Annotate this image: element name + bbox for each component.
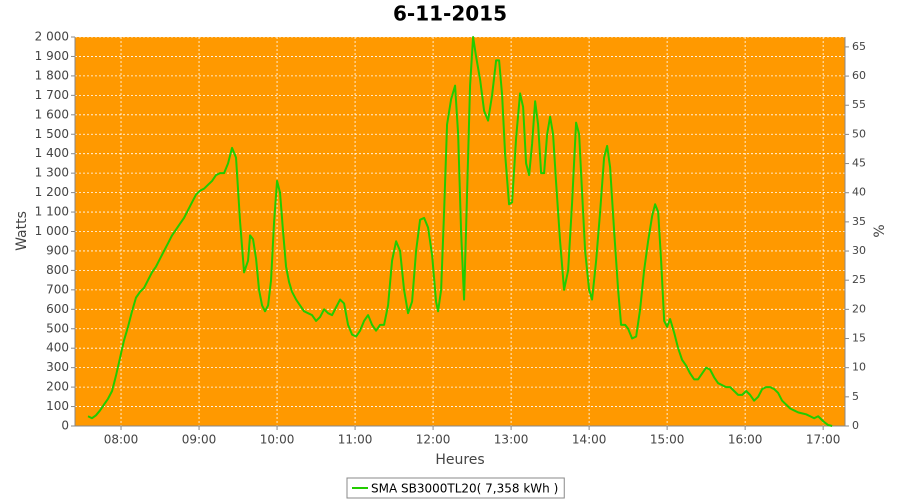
y-tick-label: 900 (46, 243, 69, 257)
y-tick-label: 600 (46, 302, 69, 316)
x-tick-label: 12:00 (416, 433, 451, 447)
x-tick-label: 13:00 (494, 433, 529, 447)
y-tick-label: 1 500 (35, 127, 69, 141)
y-tick-label: 700 (46, 282, 69, 296)
y-tick-label: 1 800 (35, 68, 69, 82)
x-tick-label: 17:00 (806, 433, 841, 447)
y-tick-label: 1 100 (35, 205, 69, 219)
y-tick-label: 1 700 (35, 88, 69, 102)
y-tick-label: 1 000 (35, 224, 69, 238)
y-tick-label: 1 600 (35, 107, 69, 121)
x-tick-label: 16:00 (728, 433, 763, 447)
y2-tick-label: 25 (852, 273, 866, 286)
y2-tick-label: 20 (852, 302, 866, 315)
y-tick-label: 1 900 (35, 49, 69, 63)
x-tick-label: 09:00 (182, 433, 217, 447)
chart-title: 6-11-2015 (393, 2, 507, 26)
y2-tick-label: 50 (852, 127, 866, 140)
y2-tick-label: 45 (852, 157, 866, 170)
y-tick-label: 200 (46, 380, 69, 394)
x-tick-label: 11:00 (338, 433, 373, 447)
y2-tick-label: 0 (852, 419, 859, 432)
x-tick-label: 15:00 (650, 433, 685, 447)
y2-tick-label: 15 (852, 332, 866, 345)
y-tick-label: 1 400 (35, 146, 69, 160)
x-axis-title: Heures (435, 452, 484, 468)
y-axis-title: Watts (14, 211, 30, 251)
y2-tick-label: 10 (852, 361, 866, 374)
y2-tick-label: 5 (852, 390, 859, 403)
y-tick-label: 100 (46, 399, 69, 413)
x-tick-label: 08:00 (104, 433, 139, 447)
legend-box (346, 477, 565, 499)
data-line (87, 36, 833, 427)
y2-tick-label: 55 (852, 98, 866, 111)
y-tick-label: 1 200 (35, 185, 69, 199)
y2-tick-label: 65 (852, 40, 866, 53)
y-tick-label: 400 (46, 341, 69, 355)
y-tick-label: 500 (46, 321, 69, 335)
y2-tick-label: 35 (852, 215, 866, 228)
y2-axis-title: % (872, 224, 888, 237)
y-tick-label: 1 300 (35, 166, 69, 180)
legend-label: SMA SB3000TL20( 7,358 kWh ) (371, 482, 558, 496)
x-tick-label: 10:00 (260, 433, 295, 447)
y-tick-label: 2 000 (35, 30, 69, 44)
y2-tick-label: 40 (852, 186, 866, 199)
y-tick-label: 800 (46, 263, 69, 277)
x-tick-label: 14:00 (572, 433, 607, 447)
y2-tick-label: 60 (852, 69, 866, 82)
y2-tick-label: 30 (852, 244, 866, 257)
y-tick-label: 300 (46, 360, 69, 374)
y-tick-label: 0 (61, 419, 69, 433)
